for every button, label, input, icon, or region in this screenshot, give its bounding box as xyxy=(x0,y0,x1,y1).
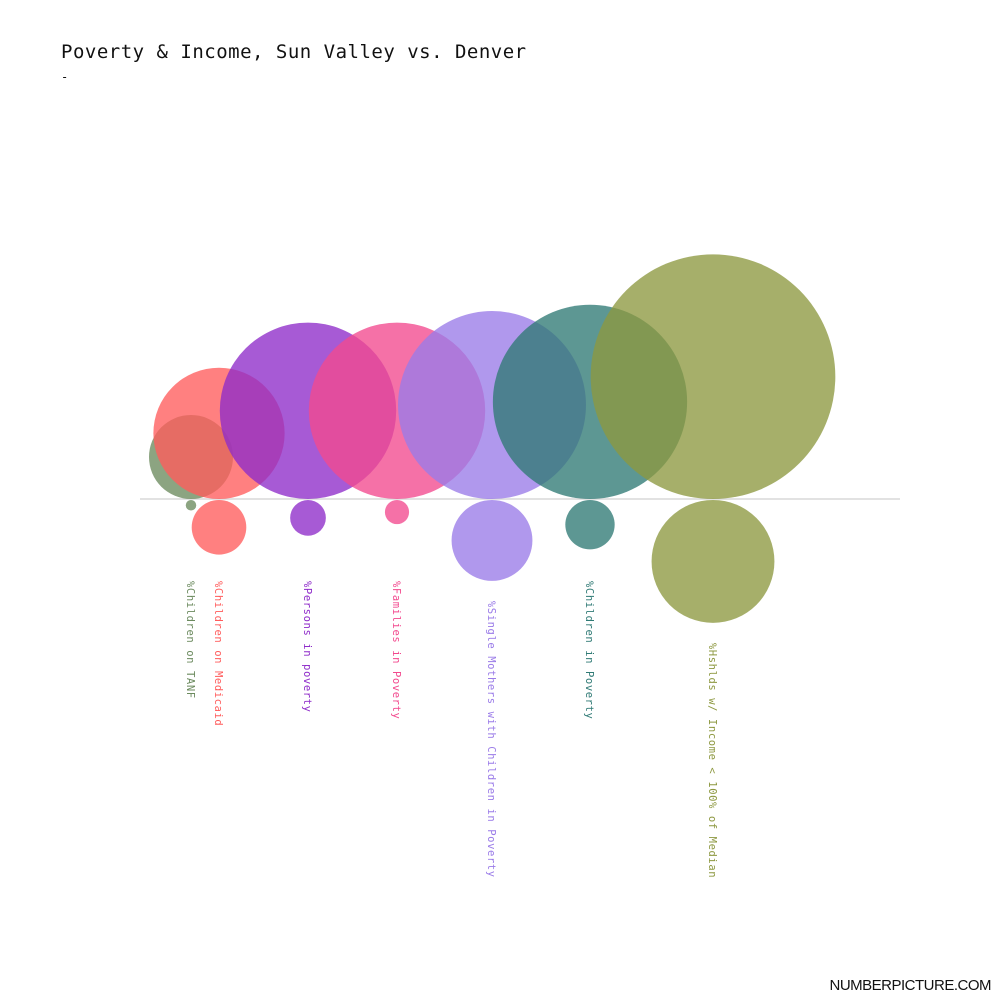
label-hshlds-w-income-100-of-median: %Hshlds w/ Income < 100% of Median xyxy=(706,643,718,878)
bubble-bottom-hshlds-w-income-100-of-median xyxy=(651,500,775,623)
bubble-bottom-families-in-poverty xyxy=(384,500,410,525)
label-single-mothers-with-children-in-poverty: %Single Mothers with Children in Poverty xyxy=(485,601,497,878)
label-children-on-tanf: %Children on TANF xyxy=(184,581,196,699)
top-bubbles xyxy=(149,254,836,499)
bubble-bottom-children-on-tanf xyxy=(185,500,197,511)
bubble-top-hshlds-w-income-100-of-median xyxy=(590,254,836,499)
chart-title: Poverty & Income, Sun Valley vs. Denver xyxy=(61,41,527,63)
category-labels: %Children on TANF %Children on Medicaid %P… xyxy=(184,581,718,878)
bottom-bubbles xyxy=(185,499,775,623)
bubble-bottom-children-in-poverty xyxy=(565,500,615,550)
bubble-bottom-persons-in-poverty xyxy=(290,499,326,536)
label-families-in-poverty: %Families in Poverty xyxy=(390,581,402,719)
label-persons-in-poverty: %Persons in poverty xyxy=(301,581,313,713)
brand-logo: NUMBERPICTURE.COM xyxy=(829,977,991,994)
label-children-in-poverty: %Children in Poverty xyxy=(583,581,595,719)
bubble-bottom-single-mothers-with-children-in-poverty xyxy=(451,500,533,581)
label-children-on-medicaid: %Children on Medicaid xyxy=(212,581,224,726)
bubble-bottom-children-on-medicaid xyxy=(191,500,247,555)
chart-subtitle: - xyxy=(61,70,69,84)
